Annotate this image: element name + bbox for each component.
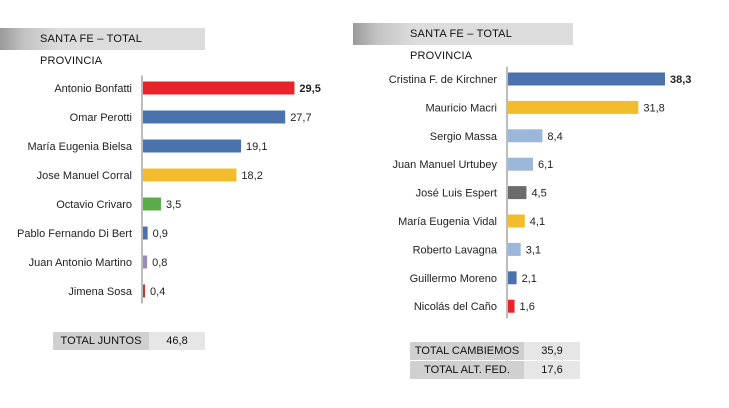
right-category-label: Nicolás del Caño: [414, 301, 497, 313]
left-bar: [143, 139, 242, 153]
right-value-label: 31,8: [643, 102, 664, 114]
left-total-row-1: TOTAL JUNTOS 46,8: [53, 332, 205, 350]
right-value-label: 1,6: [520, 301, 535, 313]
left-bar: [143, 110, 286, 124]
right-value-label: 6,1: [538, 159, 553, 171]
left-category-label: María Eugenia Bielsa: [27, 141, 132, 153]
left-category-label: Pablo Fernando Di Bert: [17, 228, 132, 240]
left-value-label: 29,5: [299, 83, 320, 95]
right-value-label: 4,1: [530, 216, 545, 228]
right-category-label: Roberto Lavagna: [413, 244, 498, 256]
right-value-label: 3,1: [526, 244, 541, 256]
right-category-label: Juan Manuel Urtubey: [392, 159, 497, 171]
right-total-label-2: TOTAL ALT. FED.: [410, 361, 524, 379]
left-value-label: 0,9: [153, 228, 168, 240]
left-chart-title: SANTA FE – TOTAL PROVINCIA: [0, 28, 205, 67]
right-bar: [508, 299, 515, 313]
right-chart-panel: SANTA FE – TOTAL PROVINCIA Cristina F. d…: [340, 0, 729, 408]
right-bar-chart: Cristina F. de Kirchner 38,3 Mauricio Macr…: [389, 66, 691, 319]
left-category-label: Omar Perotti: [70, 112, 132, 124]
right-bar: [508, 271, 517, 285]
right-category-label: Guillermo Moreno: [410, 273, 497, 285]
right-value-label: 8,4: [547, 131, 562, 143]
right-total-row-2: TOTAL ALT. FED. 17,6: [410, 361, 580, 379]
right-chart-title-text: SANTA FE – TOTAL PROVINCIA: [410, 28, 512, 62]
right-category-label: José Luis Espert: [416, 188, 497, 200]
left-value-label: 3,5: [166, 199, 181, 211]
left-category-label: Antonio Bonfatti: [54, 83, 132, 95]
left-bar: [143, 81, 295, 95]
left-category-label: Jose Manuel Corral: [37, 170, 132, 182]
right-total-label-1: TOTAL CAMBIEMOS: [410, 342, 524, 360]
right-value-label: 4,5: [531, 188, 546, 200]
right-value-label: 38,3: [670, 74, 691, 86]
left-bar: [143, 255, 148, 269]
left-category-label: Octavio Crivaro: [56, 199, 132, 211]
left-total-label: TOTAL JUNTOS: [53, 332, 149, 350]
right-bar: [508, 157, 534, 171]
left-bar: [143, 168, 237, 182]
left-bar: [143, 284, 146, 298]
left-chart-title-text: SANTA FE – TOTAL PROVINCIA: [40, 33, 142, 67]
left-category-label: Juan Antonio Martino: [29, 257, 132, 269]
right-bar: [508, 100, 639, 114]
right-total-value-1: 35,9: [524, 342, 580, 360]
right-chart-title: SANTA FE – TOTAL PROVINCIA: [353, 23, 573, 62]
left-bar: [143, 226, 148, 240]
right-bar: [508, 242, 521, 256]
left-bar-chart: Antonio Bonfatti 29,5 Omar Perotti 27,7 Marí…: [17, 75, 321, 304]
left-chart-panel: SANTA FE – TOTAL PROVINCIA Antonio Bonfa…: [0, 0, 360, 408]
right-category-label: Sergio Massa: [430, 131, 498, 143]
right-total-row-1: TOTAL CAMBIEMOS 35,9: [410, 342, 580, 360]
right-bar: [508, 72, 665, 86]
left-value-label: 0,4: [150, 286, 165, 298]
right-category-label: Mauricio Macri: [425, 102, 497, 114]
right-total-value-2: 17,6: [524, 361, 580, 379]
right-bar: [508, 129, 543, 143]
left-total-value: 46,8: [149, 332, 205, 350]
left-value-label: 27,7: [290, 112, 311, 124]
right-category-label: Cristina F. de Kirchner: [389, 74, 498, 86]
left-value-label: 0,8: [152, 257, 167, 269]
left-value-label: 18,2: [241, 170, 262, 182]
right-category-label: María Eugenia Vidal: [398, 216, 497, 228]
right-bar: [508, 186, 527, 200]
left-category-label: Jimena Sosa: [68, 286, 132, 298]
left-value-label: 19,1: [246, 141, 267, 153]
right-bar: [508, 214, 525, 228]
right-value-label: 2,1: [522, 273, 537, 285]
left-bar: [143, 197, 161, 211]
